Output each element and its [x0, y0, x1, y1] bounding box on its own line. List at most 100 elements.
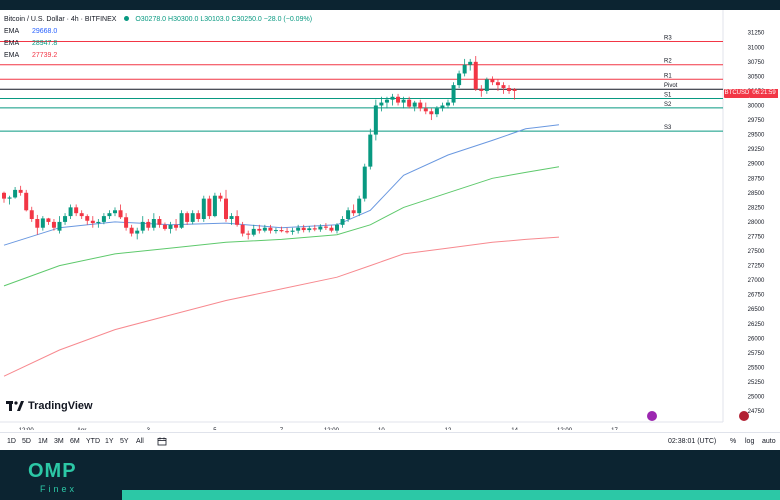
candle-body	[462, 64, 467, 74]
price-tick-label: 27500	[748, 249, 765, 255]
price-tick-label: 27750	[748, 234, 765, 240]
time-tick-label: 12:00	[557, 428, 573, 430]
candle-body	[240, 224, 245, 234]
log-scale-toggle[interactable]: log	[745, 438, 755, 445]
range-3m-button[interactable]: 3M	[54, 438, 64, 445]
range-1m-button[interactable]: 1M	[38, 438, 48, 445]
price-tick-label: 28500	[748, 191, 765, 197]
pivot-label: R1	[664, 73, 672, 79]
legend-ema-mid[interactable]: EMA 28947.8	[4, 38, 312, 50]
price-tick-label: 29250	[748, 147, 765, 153]
candle-body	[24, 192, 29, 211]
candle-body	[218, 195, 223, 199]
candle-body	[268, 227, 273, 231]
candle-body	[507, 88, 512, 91]
utc-clock[interactable]: 02:38:01 (UTC)	[668, 438, 717, 445]
candle-body	[446, 102, 450, 106]
candle-body	[146, 221, 151, 228]
candle-body	[46, 218, 51, 222]
candle-body	[85, 216, 90, 221]
candle-body	[468, 61, 473, 65]
time-tick-label: 7	[280, 428, 284, 430]
ema-value: 29668.0	[31, 28, 58, 35]
candle-body	[212, 195, 217, 217]
time-tick-label: 3	[147, 428, 151, 430]
candle-body	[118, 210, 123, 218]
candle-body	[190, 213, 195, 222]
candle-body	[68, 207, 73, 217]
candle-body	[335, 224, 339, 231]
candle-body	[490, 79, 495, 83]
candle-body	[246, 233, 251, 235]
ohlc-values: O30278.0 H30300.0 L30103.0 C30250.0 −28.…	[135, 16, 313, 23]
candle-body	[351, 210, 356, 214]
candle-body	[168, 224, 173, 229]
ticker-badge: BTCUSD	[724, 89, 750, 98]
candle-body	[185, 213, 190, 222]
range-5y-button[interactable]: 5Y	[120, 438, 129, 445]
candle-body	[74, 207, 79, 214]
price-tick-label: 28250	[748, 205, 765, 211]
candle-body	[479, 89, 484, 91]
candle-body	[257, 228, 262, 231]
price-tick-label: 31000	[748, 45, 765, 51]
candle-body	[373, 105, 378, 135]
candle-body	[279, 230, 284, 232]
range-5d-button[interactable]: 5D	[22, 438, 31, 445]
candle-body	[51, 221, 56, 228]
candle-body	[473, 61, 478, 90]
candle-body	[323, 226, 328, 228]
candle-body	[129, 227, 134, 234]
price-tick-label: 29750	[748, 118, 765, 124]
candle-body	[362, 166, 367, 199]
tradingview-logo[interactable]: TradingView	[6, 400, 93, 412]
range-1d-button[interactable]: 1D	[7, 438, 16, 445]
candle-body	[384, 99, 389, 103]
chart-panel[interactable]: 24750 25000 25250 25500 25750 26000 26250 26500…	[0, 10, 780, 450]
range-1y-button[interactable]: 1Y	[105, 438, 114, 445]
candle-body	[412, 102, 417, 107]
time-tick-label: Apr	[77, 428, 86, 430]
price-tick-label: 26000	[748, 336, 765, 342]
candle-body	[29, 210, 34, 219]
candle-body	[229, 216, 234, 219]
price-tick-label: 25750	[748, 351, 765, 357]
site-footer: OMP Finex	[0, 450, 780, 500]
price-tick-label: 28000	[748, 220, 765, 226]
range-6m-button[interactable]: 6M	[70, 438, 80, 445]
legend-ema-fast[interactable]: EMA 29668.0	[4, 26, 312, 38]
candle-body	[429, 111, 434, 115]
price-chart[interactable]: 24750 25000 25250 25500 25750 26000 26250 26500…	[0, 10, 780, 430]
time-tick-label: 12:00	[324, 428, 340, 430]
candle-body	[207, 198, 212, 217]
price-tick-label: 26750	[748, 293, 765, 299]
candle-body	[90, 220, 95, 224]
price-tick-label: 27250	[748, 264, 765, 270]
price-tick-label: 28750	[748, 176, 765, 182]
range-ytd-button[interactable]: YTD	[86, 438, 100, 445]
auto-scale-toggle[interactable]: auto	[762, 438, 776, 445]
range-all-button[interactable]: All	[136, 438, 144, 445]
price-tick-label: 31250	[748, 31, 765, 37]
candle-body	[407, 99, 412, 107]
candle-body	[224, 198, 228, 219]
time-tick-label: 10	[378, 428, 385, 430]
candle-body	[96, 221, 101, 224]
footer-logo: OMP	[28, 460, 77, 482]
candle-body	[501, 85, 506, 89]
date-range-icon[interactable]	[157, 437, 167, 446]
ema-line	[3, 166, 560, 287]
legend-ema-slow[interactable]: EMA 27739.2	[4, 50, 312, 62]
percent-scale-toggle[interactable]: %	[730, 438, 737, 445]
candle-body	[40, 218, 45, 228]
price-tick-label: 27000	[748, 278, 765, 284]
us-flag-icon[interactable]	[739, 411, 749, 421]
price-tick-label: 24750	[748, 409, 765, 415]
symbol-title[interactable]: Bitcoin / U.S. Dollar · 4h · BITFINEX	[4, 16, 117, 23]
candle-body	[174, 224, 179, 228]
event-lightning-icon[interactable]	[647, 411, 657, 421]
candle-body	[423, 108, 428, 112]
footer-accent-strip	[122, 490, 780, 500]
candle-body	[18, 189, 23, 193]
candle-body	[340, 219, 345, 225]
